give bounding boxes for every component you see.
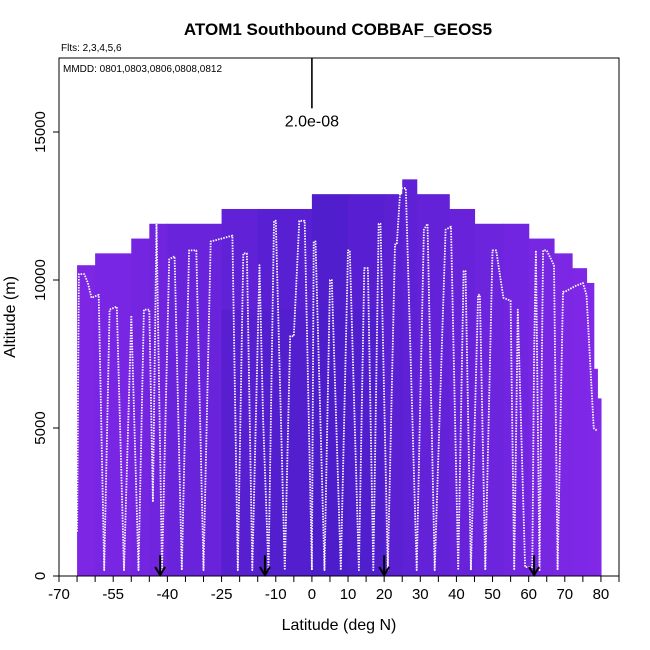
curtain-column-11	[416, 194, 450, 576]
track-arrow-head	[378, 566, 391, 577]
flight-track-line	[76, 187, 598, 571]
x-tick-label: -55	[102, 586, 124, 603]
track-arrow-head	[528, 566, 540, 577]
x-tick-label: 10	[340, 586, 357, 603]
x-tick-label: -25	[211, 586, 233, 603]
x-axis-label: Latitude (deg N)	[282, 617, 397, 634]
y-axis-label: Altitude (m)	[2, 276, 19, 358]
track-arrow-2	[378, 555, 391, 577]
curtain-column-1	[95, 253, 132, 577]
curtain-column-2	[131, 238, 150, 576]
y-tick-label: 0	[32, 572, 49, 580]
x-tick-label: 0	[308, 586, 316, 603]
y-tick-label: 10000	[32, 259, 49, 301]
track-arrow-head	[154, 566, 167, 577]
x-tick-label: 70	[556, 586, 573, 603]
curtain-column-19	[593, 368, 598, 576]
curtain-core-band	[221, 309, 385, 576]
curtain-column-8	[348, 194, 385, 576]
curtain-column-5	[221, 208, 259, 576]
x-tick-label: 40	[448, 586, 465, 603]
track-arrow-head	[259, 566, 271, 577]
curtain-column-13	[474, 223, 504, 576]
chart-title: ATOM1 Southbound COBBAF_GEOS5	[184, 20, 492, 39]
y-axis: 0 5000 10000 15000	[32, 111, 59, 580]
scale-bar: 2.0e-08	[285, 58, 339, 130]
scale-bar-label: 2.0e-08	[285, 113, 339, 130]
curtain-column-14	[503, 223, 530, 576]
dates-label: MMDD: 0801,0803,0806,0808,0812	[63, 64, 222, 75]
curtain-column-18	[586, 282, 595, 576]
curtain-column-16	[553, 253, 573, 577]
x-tick-label: 60	[520, 586, 537, 603]
flights-label: Flts: 2,3,4,5,6	[61, 43, 122, 54]
track-arrow-0	[154, 555, 167, 577]
x-tick-label: -70	[48, 586, 70, 603]
x-tick-label: -10	[265, 586, 287, 603]
x-tick-label: -40	[157, 586, 179, 603]
flight-track	[76, 187, 598, 571]
y-tick-label: 5000	[32, 411, 49, 444]
x-tick-label: 30	[412, 586, 429, 603]
y-tick-label: 15000	[32, 111, 49, 153]
x-tick-label: 80	[593, 586, 610, 603]
track-arrow-3	[528, 555, 540, 577]
curtain-column-10	[402, 179, 418, 577]
plot-frame	[58, 57, 620, 577]
curtain-column-4	[167, 223, 223, 576]
curtain-column-0	[77, 265, 96, 576]
curtain-columns	[77, 179, 602, 577]
curtain-column-6	[257, 208, 313, 576]
curtain-column-17	[572, 268, 588, 576]
curtain-column-12	[449, 208, 476, 576]
curtain-column-9	[384, 194, 403, 576]
track-arrow-1	[259, 555, 271, 577]
x-tick-label: 20	[376, 586, 393, 603]
x-axis: -70 -55 -40 -25 -10 0 10 20 30 40 50 60 70 80	[48, 576, 620, 603]
track-arrows	[154, 555, 540, 577]
x-tick-label: 50	[484, 586, 501, 603]
curtain-column-20	[597, 398, 602, 576]
